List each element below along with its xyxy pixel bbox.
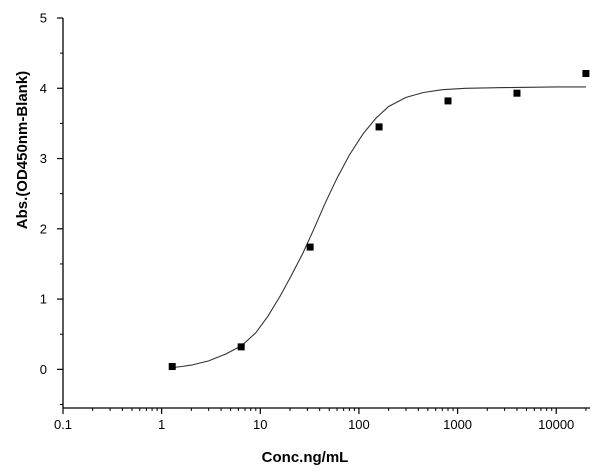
x-tick-label: 10 xyxy=(253,417,267,432)
x-tick-label: 10000 xyxy=(538,417,574,432)
data-point xyxy=(513,89,521,97)
x-tick-label: 1 xyxy=(158,417,165,432)
data-point xyxy=(582,70,590,78)
y-tick-label: 4 xyxy=(40,81,47,96)
fit-curve-line xyxy=(169,86,586,369)
y-tick-label: 1 xyxy=(40,292,47,307)
data-point xyxy=(444,97,452,105)
data-point xyxy=(237,343,245,351)
x-axis-title: Conc.ng/mL xyxy=(262,449,349,466)
data-point xyxy=(306,243,314,251)
data-points-layer xyxy=(168,70,590,371)
x-tick-label: 100 xyxy=(348,417,370,432)
y-tick-label: 0 xyxy=(40,362,47,377)
fit-curve-layer xyxy=(169,86,586,369)
tick-labels-layer: 0.1 1 10 100 1000 10000 0 1 2 3 4 5 xyxy=(40,11,575,433)
x-tick-label: 0.1 xyxy=(54,417,72,432)
y-tick-label: 2 xyxy=(40,221,47,236)
y-tick-label: 5 xyxy=(40,11,47,26)
data-point xyxy=(168,363,176,371)
x-tick-label: 1000 xyxy=(443,417,472,432)
data-point xyxy=(375,123,383,131)
y-axis-title: Abs.(OD450nm-Blank) xyxy=(14,71,31,229)
y-tick-label: 3 xyxy=(40,151,47,166)
axes xyxy=(57,17,590,414)
